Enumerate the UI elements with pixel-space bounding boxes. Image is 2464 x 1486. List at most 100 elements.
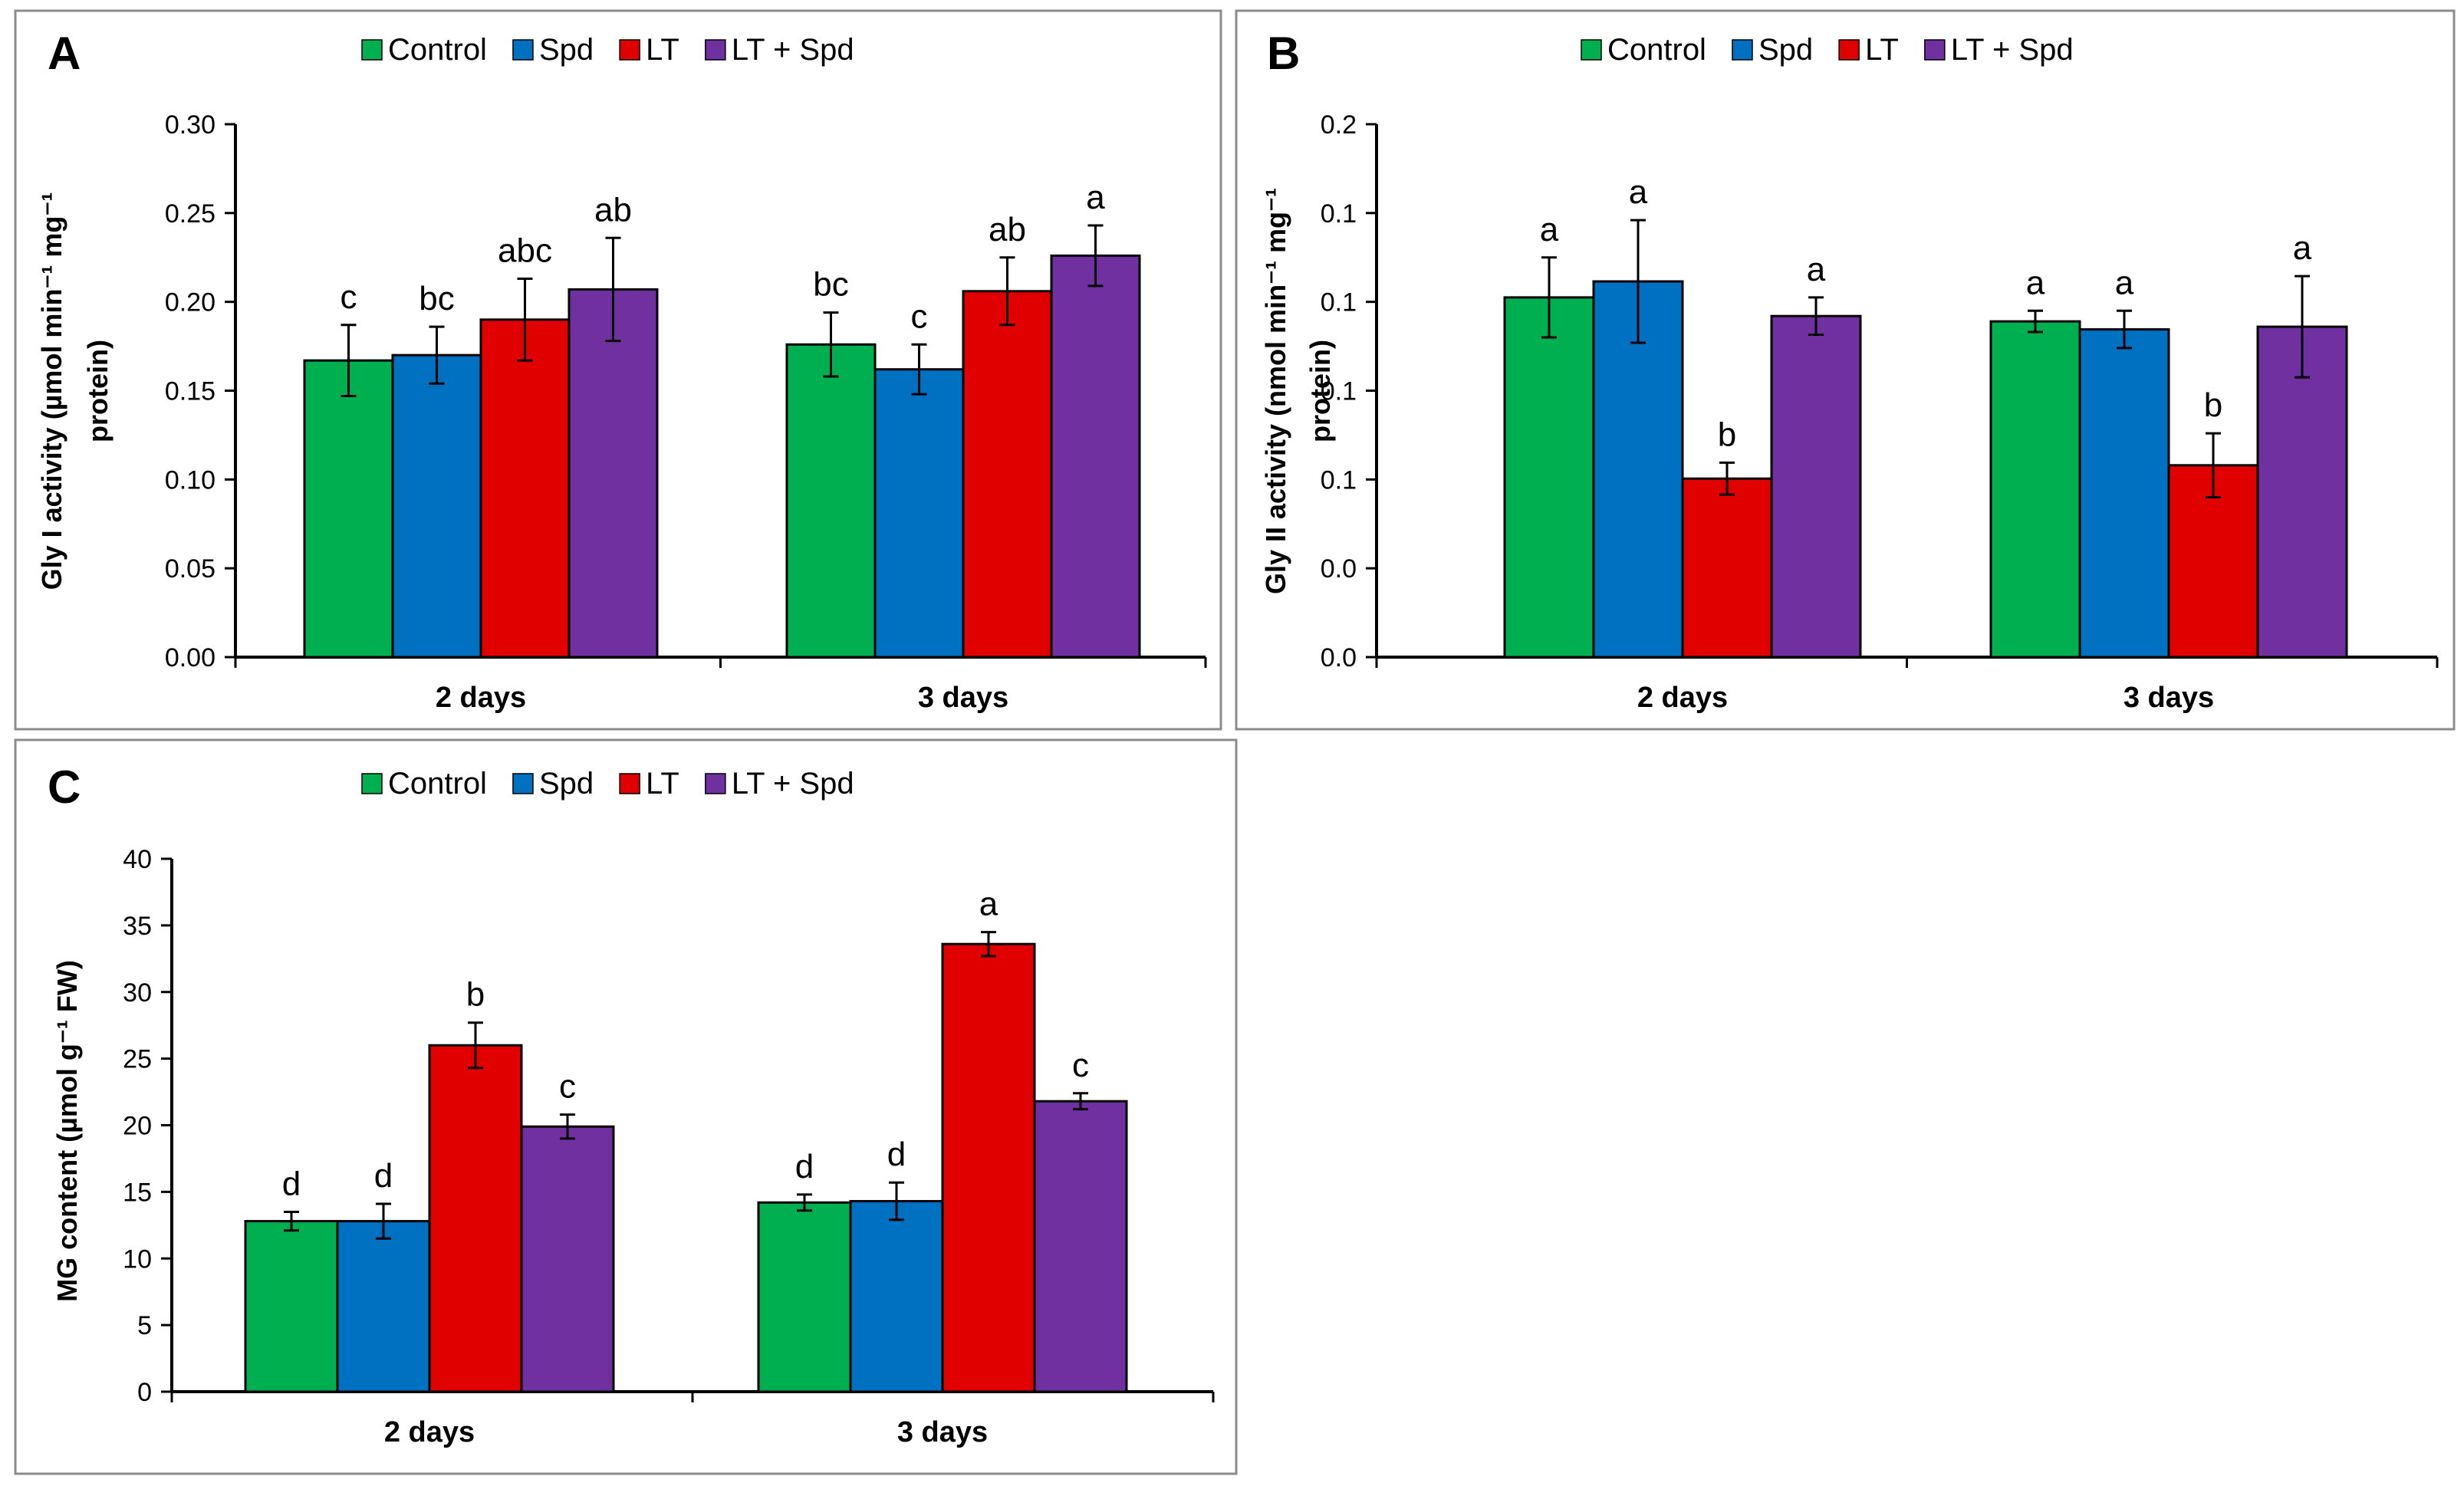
legend-swatch-1 (361, 773, 383, 794)
y-tick-label: 35 (123, 912, 152, 941)
significance-letter: b (2204, 386, 2222, 424)
significance-letter: a (1086, 179, 1105, 216)
y-tick-label: 0.15 (165, 377, 215, 406)
legend-label-2: Spd (1758, 33, 1813, 67)
legend-swatch-2 (512, 773, 534, 794)
y-tick-label: 10 (123, 1244, 152, 1274)
y-tick-label: 20 (123, 1112, 152, 1141)
y-tick-label: 5 (137, 1311, 152, 1340)
legend-swatch-2 (512, 39, 534, 61)
legend: Control Spd LT LT + Spd (1581, 33, 2074, 67)
y-tick-label: 15 (123, 1178, 152, 1207)
significance-letter: d (282, 1165, 301, 1202)
bar-4 (567, 288, 659, 659)
y-axis-title-line1: MG content (µmol g⁻¹ FW) (51, 960, 83, 1302)
bar-1 (303, 359, 394, 659)
significance-letter: a (1807, 251, 1826, 288)
legend-swatch-1 (361, 39, 383, 61)
legend-label-4: LT + Spd (732, 33, 854, 67)
legend-label-2: Spd (539, 33, 594, 67)
significance-letter: b (466, 976, 485, 1014)
bar-4 (520, 1125, 615, 1393)
legend-label-4: LT + Spd (732, 767, 854, 801)
significance-letter: bc (419, 280, 454, 317)
panel-label: C (48, 761, 81, 813)
significance-letter: c (340, 278, 357, 316)
legend-swatch-2 (1732, 39, 1753, 61)
x-category-label: 3 days (897, 1416, 988, 1448)
significance-letter: a (2115, 264, 2134, 301)
significance-letter: bc (813, 266, 848, 304)
significance-letter: d (374, 1157, 393, 1195)
x-category-label: 3 days (918, 682, 1008, 714)
y-tick-label: 0.0 (1321, 643, 1357, 672)
y-axis-title: Gly II activity (nmol min⁻¹ mg⁻¹ protein) (1260, 188, 1336, 594)
y-tick-label: 0.10 (165, 465, 215, 495)
x-category-label: 2 days (384, 1416, 475, 1448)
legend-swatch-1 (1581, 39, 1602, 61)
significance-letter: b (1718, 416, 1736, 453)
legend-label-1: Control (388, 767, 487, 801)
legend-label-2: Spd (539, 767, 594, 801)
legend-label-1: Control (388, 33, 487, 67)
y-axis-title: Gly I activity (µmol min⁻¹ mg⁻¹ protein) (36, 192, 113, 590)
bar-2 (336, 1220, 431, 1393)
legend-label-4: LT + Spd (1951, 33, 2074, 67)
legend-swatch-3 (619, 39, 640, 61)
significance-letter: a (2026, 264, 2045, 301)
y-tick-label: 0.1 (1321, 377, 1357, 406)
y-tick-label: 0.25 (165, 199, 215, 228)
x-category-label: 2 days (1637, 682, 1728, 714)
significance-letter: c (559, 1068, 576, 1106)
legend-swatch-4 (1924, 39, 1946, 61)
bar-2 (873, 368, 965, 659)
significance-letter: c (911, 298, 928, 335)
bar-4 (2256, 325, 2348, 659)
significance-letter: d (887, 1136, 906, 1173)
legend-label-3: LT (1865, 33, 1899, 67)
legend-label-1: Control (1607, 33, 1706, 67)
legend-swatch-3 (619, 773, 640, 794)
panel-border (1235, 9, 2456, 731)
x-category-label: 2 days (436, 682, 526, 714)
y-axis-title-line2: protein) (82, 340, 113, 442)
significance-letter: a (2293, 229, 2312, 267)
significance-letter: abc (498, 232, 552, 270)
bar-1 (1503, 296, 1595, 659)
panel-b: B Control Spd LT LT + Spd 0.0 0.0 0.1 0.1 0.1 0.1 0… (1235, 9, 2456, 731)
bar-3 (1681, 477, 1773, 659)
panel-border (14, 738, 1238, 1475)
y-tick-label: 30 (123, 978, 152, 1008)
y-axis-title-line1: Gly I activity (µmol min⁻¹ mg⁻¹ (36, 192, 67, 590)
y-tick-label: 0.20 (165, 288, 215, 317)
y-axis-title-line2: protein) (1304, 340, 1336, 442)
y-tick-label: 0.00 (165, 643, 215, 672)
bar-2 (1592, 280, 1684, 659)
significance-letter: ab (594, 191, 632, 228)
panel-border (14, 9, 1222, 731)
significance-letter: ab (989, 211, 1026, 248)
bar-1 (244, 1220, 339, 1393)
bar-1 (1989, 320, 2081, 659)
y-tick-label: 0.0 (1321, 554, 1357, 584)
y-tick-label: 0.1 (1321, 465, 1357, 495)
bar-2 (2078, 328, 2170, 659)
legend-swatch-4 (705, 773, 726, 794)
bar-4 (1033, 1100, 1128, 1393)
y-tick-label: 0.1 (1321, 199, 1357, 228)
y-tick-label: 0.30 (165, 110, 215, 140)
legend-swatch-3 (1838, 39, 1860, 61)
bar-2 (849, 1200, 944, 1393)
bar-2 (391, 353, 482, 659)
y-tick-label: 0.05 (165, 554, 215, 584)
panel-label: A (48, 28, 81, 79)
legend-label-3: LT (646, 33, 679, 67)
x-category-label: 3 days (2124, 682, 2214, 714)
panel-c: C Control Spd LT LT + Spd 0 5 10 15 20 25 30 35 40 2 d… (14, 738, 1238, 1475)
y-tick-label: 25 (123, 1045, 152, 1074)
panel-a: A Control Spd LT LT + Spd 0.00 0.05 0.10 0.15 0.2… (14, 9, 1222, 731)
y-tick-label: 40 (123, 845, 152, 874)
legend: Control Spd LT LT + Spd (361, 33, 854, 67)
bar-3 (941, 942, 1036, 1393)
y-axis-title: MG content (µmol g⁻¹ FW) (51, 960, 83, 1302)
